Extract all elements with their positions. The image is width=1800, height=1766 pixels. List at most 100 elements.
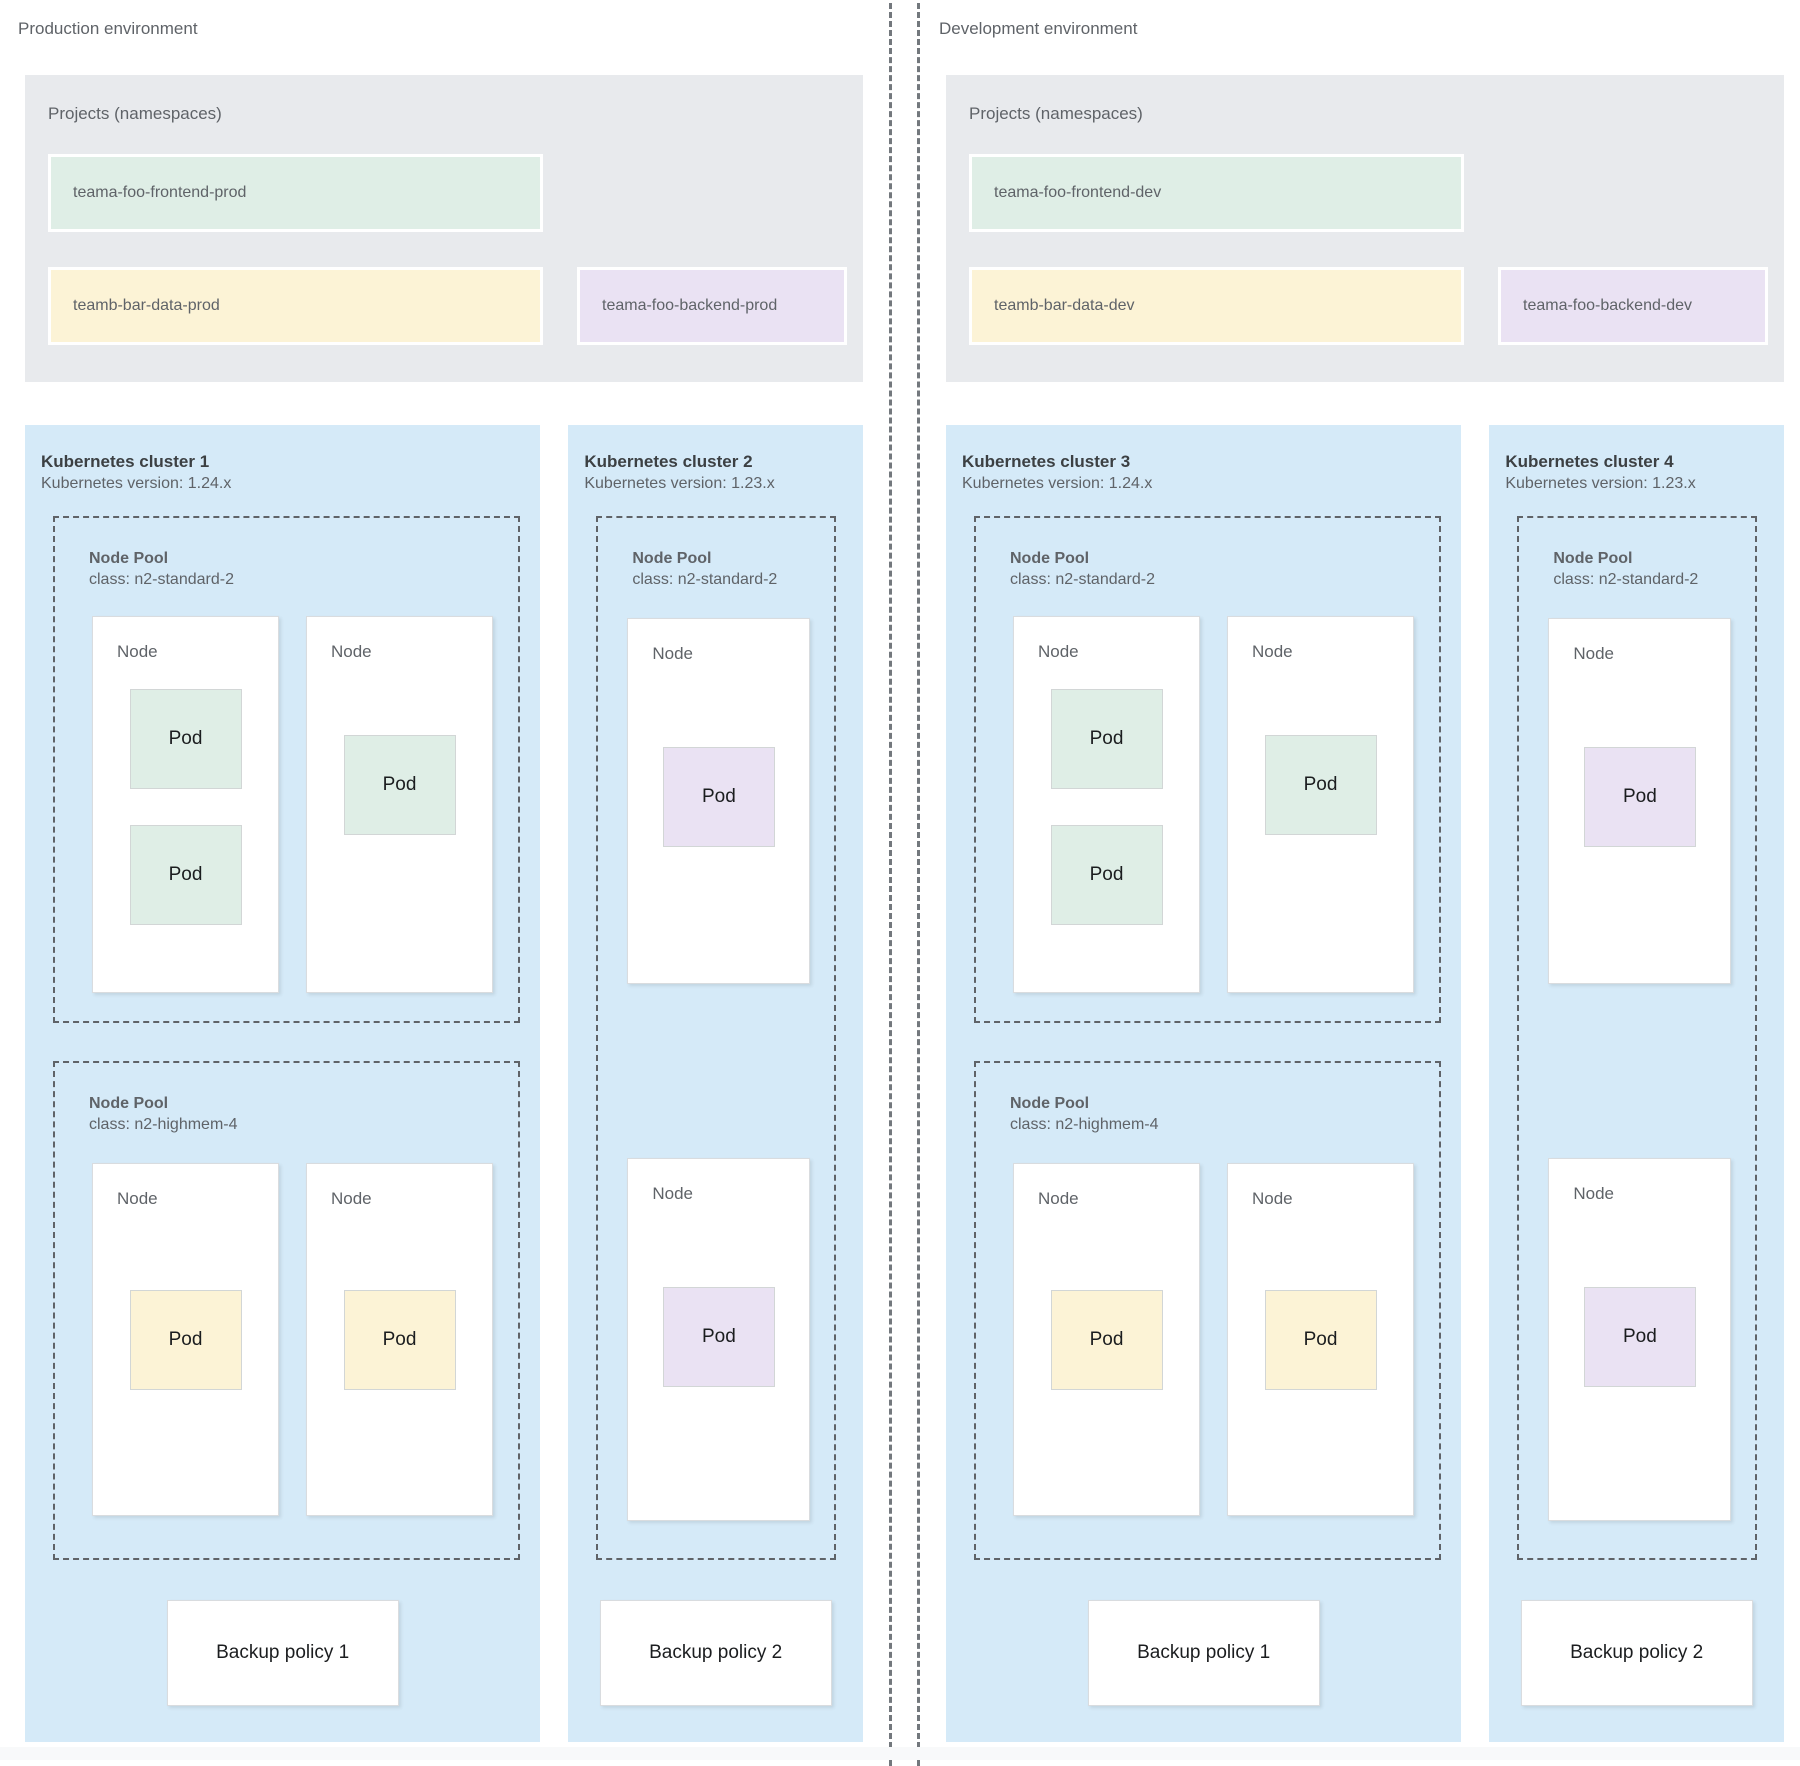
environment-divider-line [917,0,920,1766]
node-pool-class: class: n2-standard-2 [632,571,778,588]
pod: Pod [1050,825,1163,925]
node: Node Pod [1548,618,1732,984]
node-pool-title: Node Pool [632,550,712,567]
node-label: Node [117,1189,158,1208]
projects-panel: Projects (namespaces) teama-foo-frontend… [946,75,1784,382]
node-pool-header: Node Pool class: n2-standard-2 [976,518,1439,590]
pod: Pod [129,825,242,925]
namespace-chip-frontend: teama-foo-frontend-prod [48,154,543,232]
pod: Pod [1050,1290,1163,1390]
cluster-version: Kubernetes version: 1.24.x [962,475,1153,492]
environment-title: Production environment [18,19,198,38]
node-pool-standard: Node Pool class: n2-standard-2 Node Pod … [974,516,1442,1023]
node-label: Node [652,1184,693,1203]
cluster-header: Kubernetes cluster 1 Kubernetes version:… [25,425,540,495]
node-label: Node [1252,1189,1293,1208]
node-pool-class: class: n2-standard-2 [89,571,234,588]
node-label: Node [331,1189,372,1208]
cluster-title: Kubernetes cluster 1 [41,452,210,471]
node-label: Node [331,642,372,661]
node-label: Node [1252,642,1293,661]
cluster-panel-3: Kubernetes cluster 3 Kubernetes version:… [946,425,1462,1742]
clusters-row: Kubernetes cluster 3 Kubernetes version:… [946,425,1784,1742]
node-pool-title: Node Pool [1010,550,1090,567]
node-pool-class: class: n2-highmem-4 [89,1116,238,1133]
pod: Pod [1583,1287,1696,1387]
environment-production: Production environment Projects (namespa… [16,0,863,1742]
node-pool-header: Node Pool class: n2-highmem-4 [976,1063,1439,1135]
namespace-chip-row: teamb-bar-data-dev teama-foo-backend-dev [969,267,1768,345]
cluster-panel-1: Kubernetes cluster 1 Kubernetes version:… [25,425,541,1742]
backup-policy: Backup policy 2 [599,1600,832,1706]
nodes-row: Node Pod Node Pod [976,1163,1439,1516]
backup-policy: Backup policy 1 [1087,1600,1320,1706]
node-pool-title: Node Pool [1010,1095,1090,1112]
node-label: Node [1038,1189,1079,1208]
namespace-chip-frontend: teama-foo-frontend-dev [969,154,1464,232]
projects-panel: Projects (namespaces) teama-foo-frontend… [25,75,863,382]
namespace-chip-data: teamb-bar-data-dev [969,267,1464,345]
node-pool-class: class: n2-highmem-4 [1010,1116,1159,1133]
node-label: Node [1573,644,1614,663]
pod: Pod [343,1290,456,1390]
cluster-title: Kubernetes cluster 2 [584,452,753,471]
node-pool-title: Node Pool [89,550,169,567]
node-pool-highmem: Node Pool class: n2-highmem-4 Node Pod N… [974,1061,1442,1560]
node-pool-class: class: n2-standard-2 [1010,571,1155,588]
node-pool-title: Node Pool [1553,550,1633,567]
pod: Pod [662,1287,775,1387]
pod: Pod [1264,1290,1377,1390]
cluster-panel-2: Kubernetes cluster 2 Kubernetes version:… [568,425,863,1742]
pod: Pod [1050,689,1163,789]
environment-development: Development environment Projects (namesp… [937,0,1784,1742]
cluster-title: Kubernetes cluster 4 [1505,452,1674,471]
node-pool-standard: Node Pool class: n2-standard-2 Node Pod … [596,516,836,1560]
node-label: Node [652,644,693,663]
namespace-chip-row: teamb-bar-data-prod teama-foo-backend-pr… [48,267,847,345]
cluster-header: Kubernetes cluster 2 Kubernetes version:… [568,425,863,495]
node: Node Pod [627,618,811,984]
node-pool-header: Node Pool class: n2-standard-2 [1519,518,1755,590]
backup-policy: Backup policy 1 [166,1600,399,1706]
node-pool-standard: Node Pool class: n2-standard-2 Node Pod … [53,516,521,1023]
page-bottom-strip [0,1747,1800,1760]
cluster-version: Kubernetes version: 1.23.x [584,475,775,492]
pod: Pod [662,747,775,847]
pod: Pod [129,1290,242,1390]
cluster-version: Kubernetes version: 1.24.x [41,475,232,492]
node-pool-header: Node Pool class: n2-standard-2 [55,518,518,590]
cluster-header: Kubernetes cluster 3 Kubernetes version:… [946,425,1461,495]
backup-policy: Backup policy 2 [1520,1600,1753,1706]
node-pool-standard: Node Pool class: n2-standard-2 Node Pod … [1517,516,1757,1560]
node: Node Pod [92,1163,279,1516]
pod: Pod [129,689,242,789]
node: Node Pod [1548,1158,1732,1521]
cluster-panel-4: Kubernetes cluster 4 Kubernetes version:… [1489,425,1784,1742]
nodes-row: Node Pod Pod Node Pod [55,616,518,993]
node: Node Pod [306,1163,493,1516]
node-pool-class: class: n2-standard-2 [1553,571,1699,588]
cluster-version: Kubernetes version: 1.23.x [1505,475,1696,492]
environment-title: Development environment [939,19,1138,38]
pod: Pod [343,735,456,835]
nodes-row: Node Pod Pod Node Pod [976,616,1439,993]
node: Node Pod [1227,616,1414,993]
node: Node Pod Pod [1013,616,1200,993]
node: Node Pod [1013,1163,1200,1516]
node: Node Pod Pod [92,616,279,993]
node: Node Pod [306,616,493,993]
clusters-row: Kubernetes cluster 1 Kubernetes version:… [25,425,863,1742]
node-label: Node [1038,642,1079,661]
node-pool-title: Node Pool [89,1095,169,1112]
cluster-header: Kubernetes cluster 4 Kubernetes version:… [1489,425,1784,495]
projects-panel-title: Projects (namespaces) [969,104,1143,123]
pod: Pod [1264,735,1377,835]
node-pool-highmem: Node Pool class: n2-highmem-4 Node Pod N… [53,1061,521,1560]
node-pool-header: Node Pool class: n2-standard-2 [598,518,834,590]
namespace-chip-backend: teama-foo-backend-prod [577,267,847,345]
cluster-title: Kubernetes cluster 3 [962,452,1131,471]
pod: Pod [1583,747,1696,847]
node-label: Node [117,642,158,661]
projects-panel-title: Projects (namespaces) [48,104,222,123]
